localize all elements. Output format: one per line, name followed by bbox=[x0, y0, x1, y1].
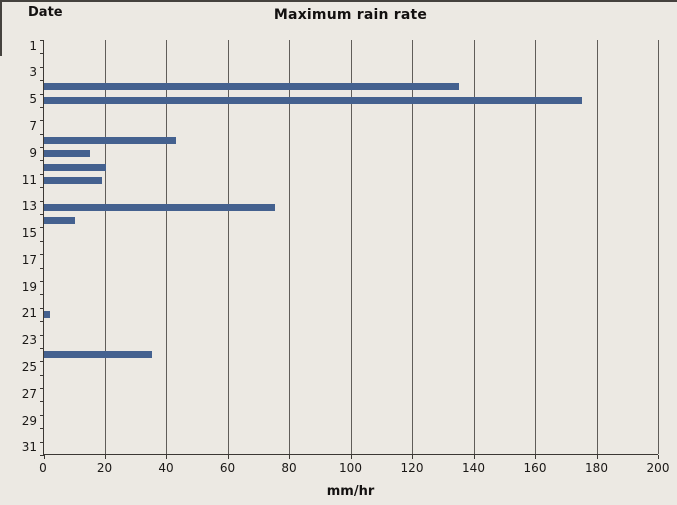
x-tick-label-160: 160 bbox=[523, 461, 547, 475]
y-tick-label-21: 21 bbox=[21, 306, 37, 321]
y-tick-label-29: 29 bbox=[21, 413, 37, 428]
y-tick-label-15: 15 bbox=[21, 226, 37, 241]
bar-date-8 bbox=[44, 137, 176, 144]
x-tick-label-120: 120 bbox=[400, 461, 424, 475]
gridline-x-120 bbox=[412, 40, 413, 454]
y-axis-tick-8 bbox=[40, 147, 44, 148]
x-axis-tick-20 bbox=[104, 455, 106, 459]
gridline-x-20 bbox=[104, 40, 106, 454]
y-tick-label-23: 23 bbox=[21, 333, 37, 348]
y-axis-tick-27 bbox=[40, 401, 44, 402]
y-axis-tick-29 bbox=[40, 428, 44, 429]
y-axis-tick-16 bbox=[40, 254, 44, 255]
y-tick-label-5: 5 bbox=[29, 92, 37, 107]
y-axis-tick-14 bbox=[40, 227, 44, 228]
x-axis-tick-180 bbox=[596, 455, 598, 459]
y-tick-label-25: 25 bbox=[21, 359, 37, 374]
y-axis-tick-2 bbox=[40, 67, 44, 68]
chart-left-border bbox=[0, 0, 2, 56]
x-tick-label-20: 20 bbox=[96, 461, 113, 475]
bar-date-9 bbox=[44, 150, 90, 157]
x-tick-label-0: 0 bbox=[39, 461, 47, 475]
y-tick-label-17: 17 bbox=[21, 252, 37, 267]
gridline-x-140 bbox=[473, 40, 475, 454]
bar-date-10 bbox=[44, 164, 106, 171]
y-axis-tick-10 bbox=[40, 174, 44, 175]
y-tick-label-13: 13 bbox=[21, 199, 37, 214]
y-tick-label-31: 31 bbox=[21, 440, 37, 455]
bar-date-5 bbox=[44, 97, 582, 104]
y-tick-label-7: 7 bbox=[29, 119, 37, 134]
y-tick-label-11: 11 bbox=[21, 172, 37, 187]
plot-area bbox=[40, 40, 659, 459]
y-axis-tick-21 bbox=[40, 321, 44, 322]
x-tick-label-140: 140 bbox=[462, 461, 485, 475]
x-tick-label-60: 60 bbox=[219, 461, 236, 475]
gridline-x-40 bbox=[166, 40, 167, 454]
y-tick-label-1: 1 bbox=[29, 38, 37, 53]
y-axis-tick-12 bbox=[40, 201, 44, 202]
x-axis-tick-0 bbox=[44, 455, 45, 459]
chart-title: Maximum rain rate bbox=[273, 7, 428, 23]
y-axis-tick-19 bbox=[40, 294, 44, 295]
bar-date-14 bbox=[44, 217, 75, 224]
y-axis-tick-1 bbox=[40, 53, 44, 54]
y-axis-tick-5 bbox=[40, 107, 44, 108]
x-tick-label-80: 80 bbox=[281, 461, 297, 475]
x-axis-tick-60 bbox=[227, 455, 229, 459]
y-axis-tick-26 bbox=[40, 388, 44, 389]
y-tick-label-9: 9 bbox=[29, 145, 37, 160]
y-axis-tick-31 bbox=[40, 455, 44, 456]
y-axis-tick-7 bbox=[40, 134, 44, 135]
x-axis-tick-100 bbox=[350, 455, 352, 459]
y-axis-tick-25 bbox=[40, 375, 44, 376]
y-axis-tick-9 bbox=[40, 160, 44, 161]
y-axis-tick-30 bbox=[40, 442, 44, 443]
y-axis-tick-20 bbox=[40, 308, 44, 309]
gridline-x-100 bbox=[350, 40, 352, 454]
y-axis-tick-4 bbox=[40, 94, 44, 95]
y-tick-label-27: 27 bbox=[21, 386, 37, 401]
y-axis-tick-0 bbox=[40, 40, 44, 41]
bar-date-11 bbox=[44, 177, 102, 184]
y-axis-tick-11 bbox=[40, 187, 44, 188]
y-axis-title: Date bbox=[28, 5, 63, 20]
y-axis-tick-22 bbox=[40, 335, 44, 336]
y-tick-label-19: 19 bbox=[21, 279, 37, 294]
x-tick-label-200: 200 bbox=[646, 461, 670, 475]
x-axis-tick-140 bbox=[473, 455, 475, 459]
x-axis-title: mm/hr bbox=[326, 484, 375, 499]
y-axis-tick-15 bbox=[40, 241, 44, 242]
x-axis-tick-200 bbox=[658, 455, 659, 459]
x-axis-tick-80 bbox=[289, 455, 290, 459]
chart-top-border bbox=[0, 0, 677, 2]
bar-date-21 bbox=[44, 311, 50, 318]
gridline-x-180 bbox=[596, 40, 598, 454]
x-tick-label-100: 100 bbox=[339, 461, 362, 475]
y-axis-tick-3 bbox=[40, 80, 44, 81]
x-tick-label-180: 180 bbox=[585, 461, 608, 475]
y-axis-tick-18 bbox=[40, 281, 44, 282]
x-axis-tick-120 bbox=[412, 455, 413, 459]
y-tick-label-3: 3 bbox=[29, 65, 37, 80]
y-axis-tick-6 bbox=[40, 120, 44, 121]
x-axis-tick-40 bbox=[166, 455, 167, 459]
bar-date-24 bbox=[44, 351, 152, 358]
y-axis-tick-17 bbox=[40, 268, 44, 269]
gridline-x-80 bbox=[289, 40, 290, 454]
gridline-x-200 bbox=[658, 40, 659, 454]
gridline-x-60 bbox=[227, 40, 229, 454]
y-axis-tick-13 bbox=[40, 214, 44, 215]
bar-date-13 bbox=[44, 204, 275, 211]
bar-date-4 bbox=[44, 83, 459, 90]
y-axis-tick-24 bbox=[40, 361, 44, 362]
x-axis-tick-160 bbox=[535, 455, 536, 459]
y-axis-tick-23 bbox=[40, 348, 44, 349]
x-tick-label-40: 40 bbox=[158, 461, 174, 475]
y-axis-tick-28 bbox=[40, 415, 44, 416]
gridline-x-160 bbox=[535, 40, 536, 454]
